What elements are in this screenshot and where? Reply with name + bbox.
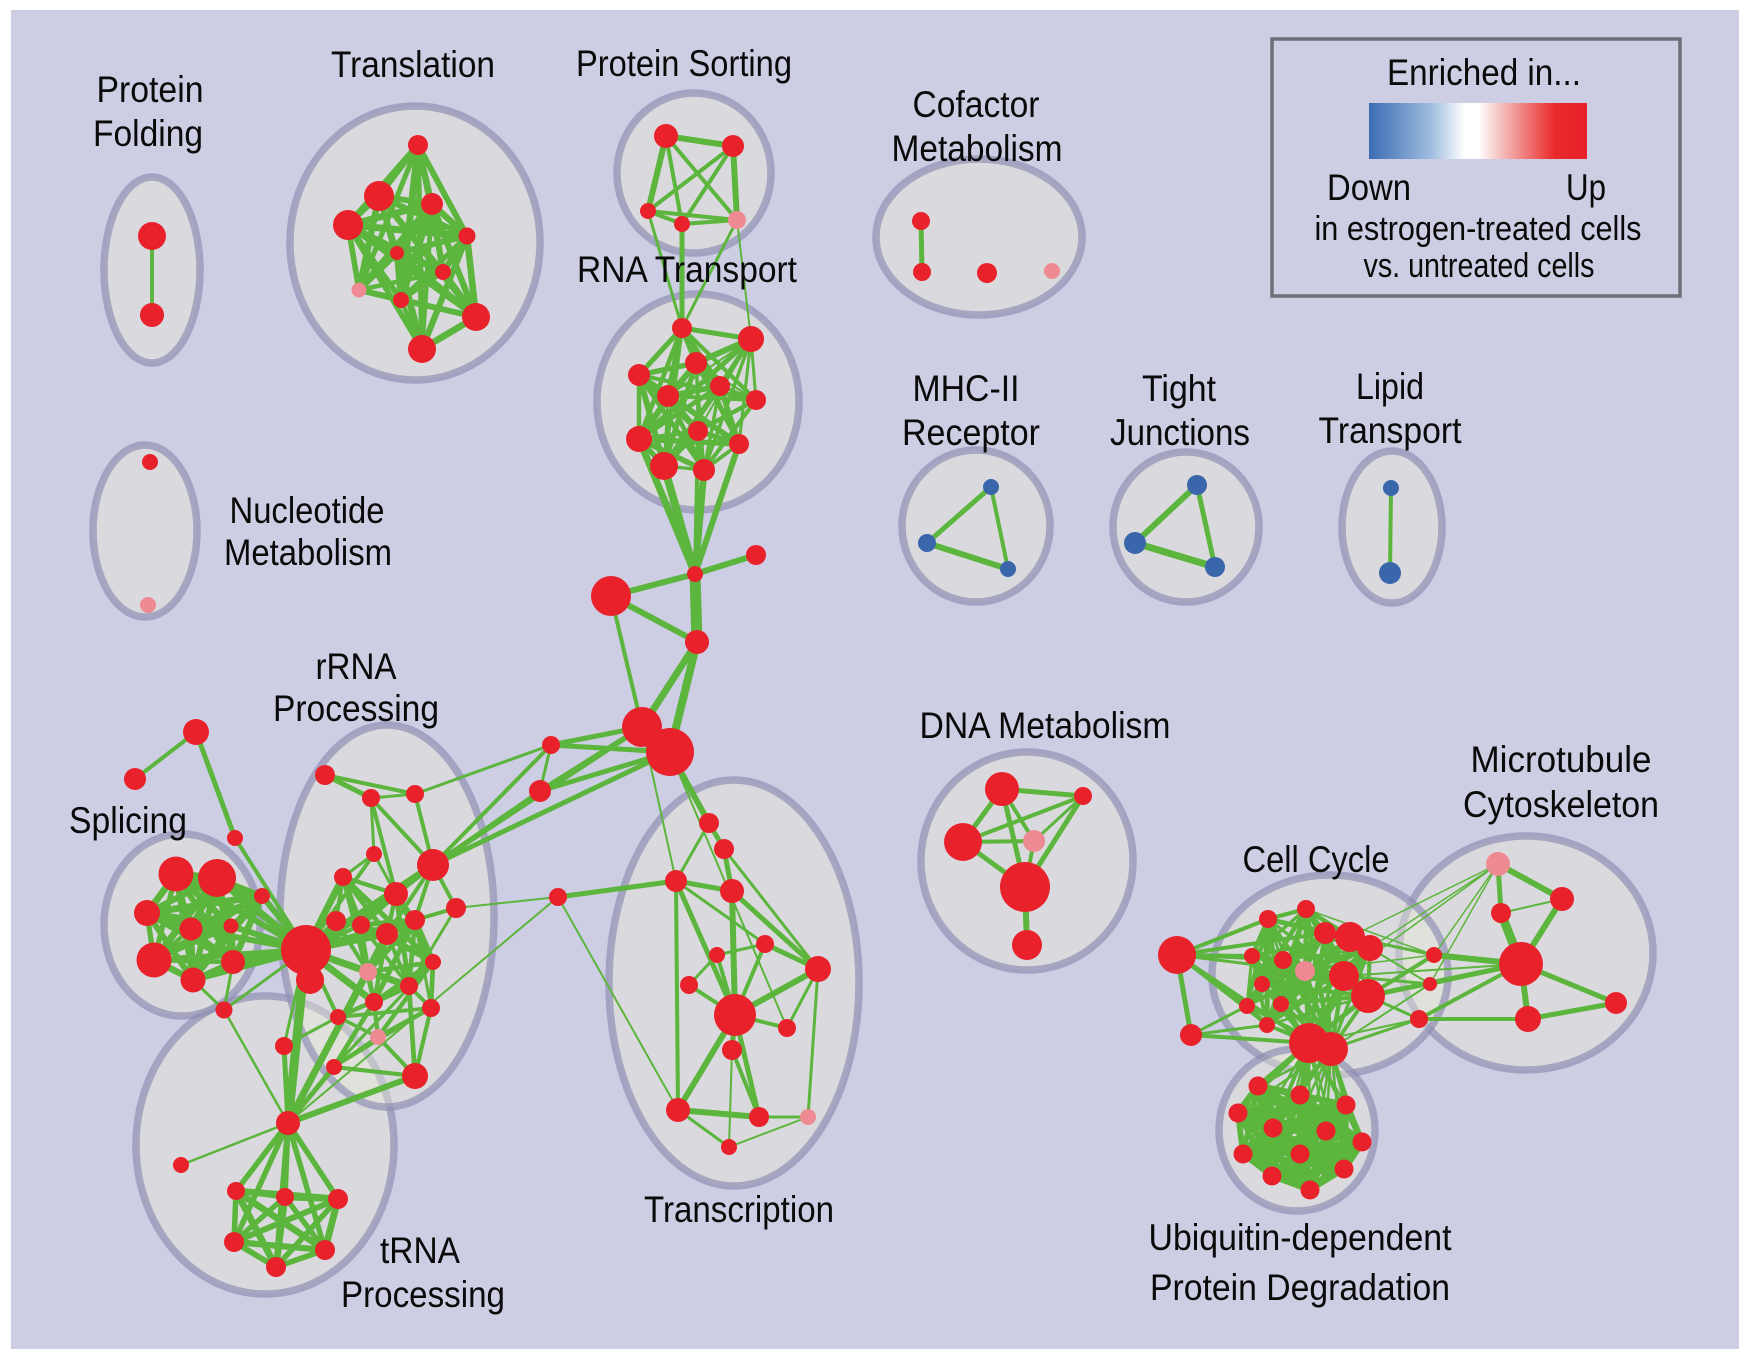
- svg-text:Transport: Transport: [1319, 409, 1463, 451]
- svg-text:in estrogen-treated cells: in estrogen-treated cells: [1315, 210, 1642, 248]
- svg-text:Protein Sorting: Protein Sorting: [576, 42, 792, 84]
- svg-text:DNA Metabolism: DNA Metabolism: [920, 704, 1171, 746]
- svg-text:rRNA: rRNA: [316, 645, 397, 687]
- svg-text:Nucleotide: Nucleotide: [230, 489, 385, 531]
- svg-text:RNA Transport: RNA Transport: [577, 248, 798, 290]
- svg-text:Metabolism: Metabolism: [224, 531, 392, 573]
- svg-text:Processing: Processing: [341, 1273, 505, 1315]
- svg-text:Tight: Tight: [1142, 367, 1217, 409]
- svg-text:Processing: Processing: [273, 687, 439, 729]
- svg-text:MHC-II: MHC-II: [913, 367, 1020, 409]
- svg-text:Junctions: Junctions: [1110, 411, 1250, 453]
- svg-text:Ubiquitin-dependent: Ubiquitin-dependent: [1149, 1216, 1453, 1258]
- svg-text:Cytoskeleton: Cytoskeleton: [1463, 783, 1659, 825]
- svg-text:Receptor: Receptor: [902, 411, 1040, 453]
- svg-text:Transcription: Transcription: [644, 1188, 834, 1230]
- svg-text:Up: Up: [1566, 166, 1606, 208]
- svg-text:tRNA: tRNA: [380, 1229, 460, 1271]
- svg-text:Microtubule: Microtubule: [1471, 738, 1652, 780]
- svg-text:Down: Down: [1327, 166, 1411, 208]
- svg-text:Lipid: Lipid: [1356, 365, 1424, 407]
- svg-text:Cell Cycle: Cell Cycle: [1243, 838, 1390, 880]
- svg-text:vs. untreated cells: vs. untreated cells: [1364, 247, 1595, 285]
- svg-text:Translation: Translation: [331, 43, 495, 85]
- svg-text:Enriched in...: Enriched in...: [1387, 51, 1581, 93]
- svg-text:Protein: Protein: [97, 68, 204, 110]
- svg-text:Protein Degradation: Protein Degradation: [1150, 1266, 1450, 1308]
- svg-text:Metabolism: Metabolism: [892, 127, 1063, 169]
- svg-text:Cofactor: Cofactor: [913, 83, 1040, 125]
- svg-text:Splicing: Splicing: [69, 799, 187, 841]
- svg-text:Folding: Folding: [93, 112, 203, 154]
